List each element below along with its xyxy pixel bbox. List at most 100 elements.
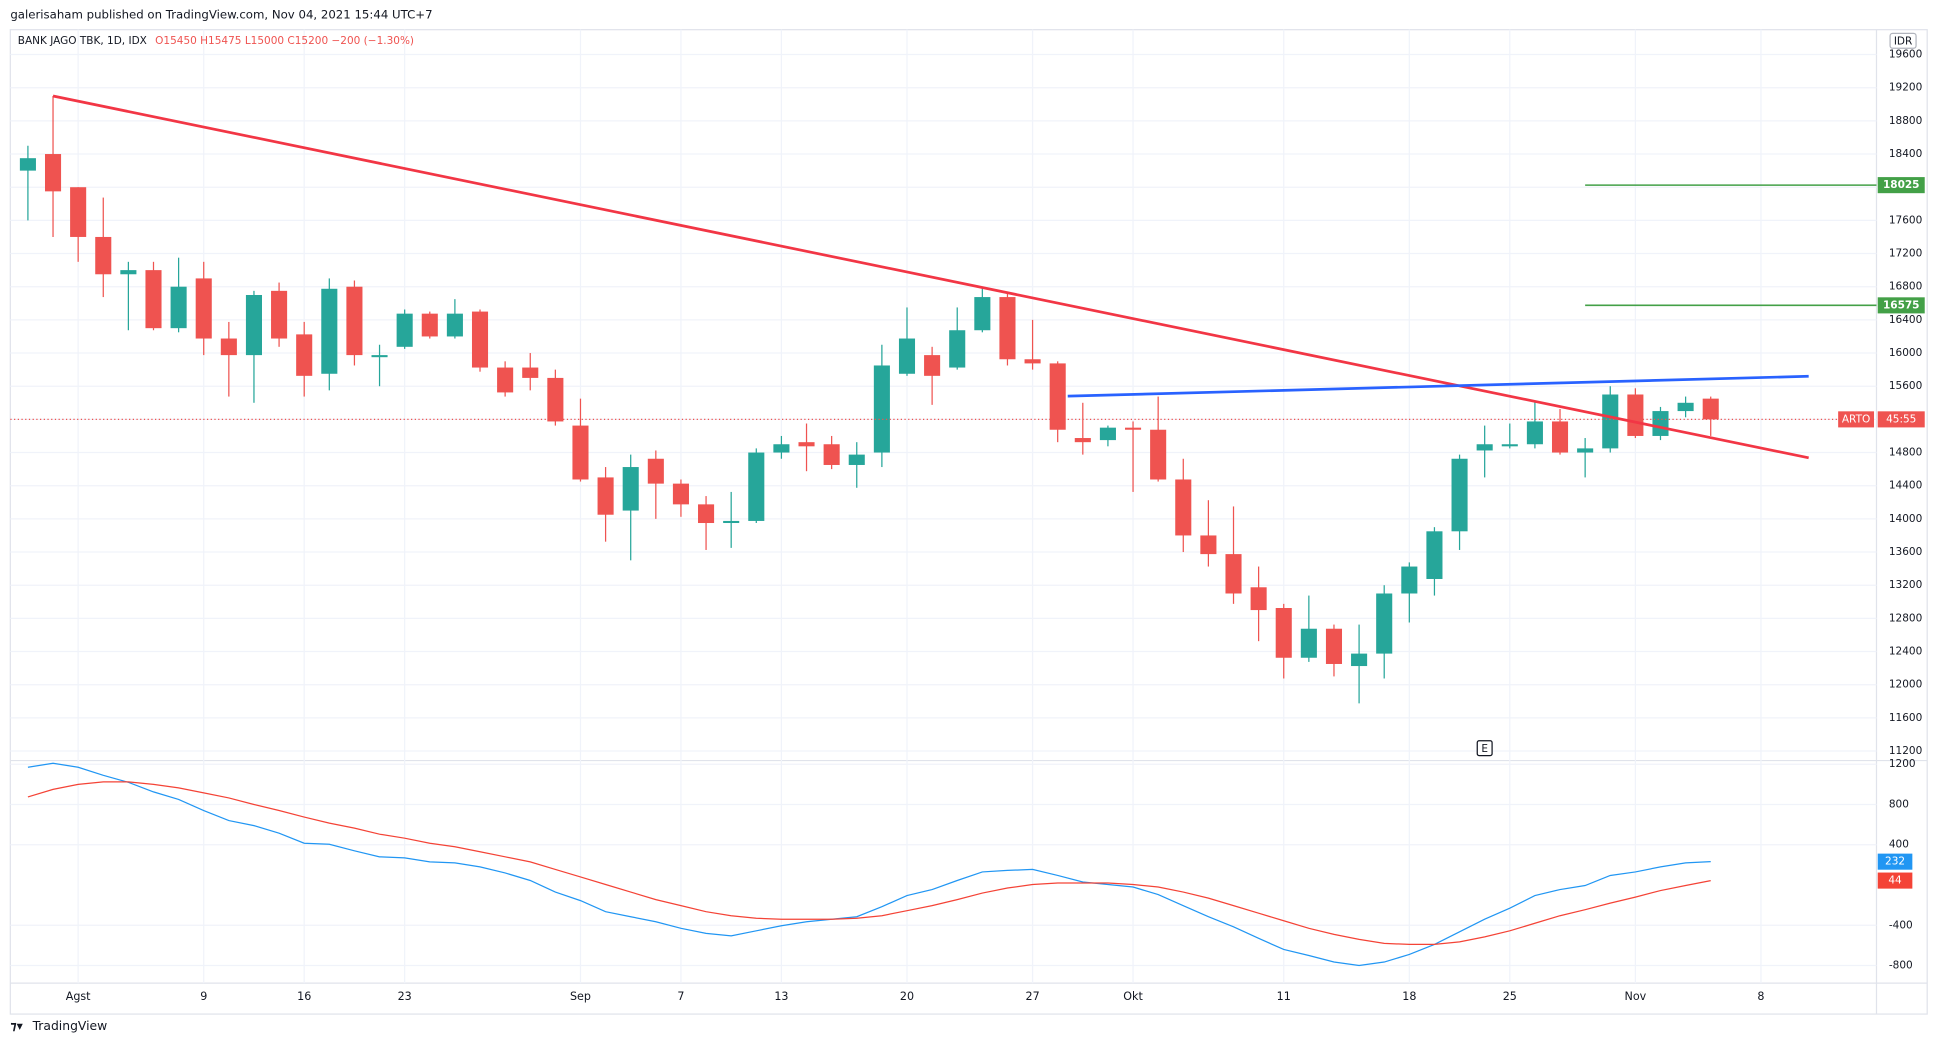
candle-body (1150, 429, 1167, 480)
y-tick-label: 16000 (1889, 347, 1922, 359)
candle-body (698, 504, 715, 524)
logo-icon: ⁊▾ (10, 1019, 23, 1033)
candle-body (1049, 363, 1066, 430)
candle-body (497, 367, 514, 393)
candle-body (1024, 359, 1041, 364)
candle-body (1501, 444, 1518, 447)
candle-body (848, 454, 865, 465)
candle-body (647, 458, 664, 484)
y-tick-label: 15600 (1889, 380, 1922, 392)
candle-body (1702, 398, 1719, 420)
candle-body (1325, 628, 1343, 664)
candle-body (974, 297, 991, 331)
candle-body (95, 236, 112, 275)
x-tick-label: 18 (1402, 990, 1416, 1003)
chart-legend: BANK JAGO TBK, 1D, IDX O15450 H15475 L15… (18, 35, 414, 47)
y-tick-label: 12400 (1889, 646, 1922, 658)
y-tick-label: 17200 (1889, 248, 1922, 260)
event-label: E (1481, 743, 1488, 755)
indicator-label-box (1877, 853, 1913, 870)
candle-body (522, 367, 539, 378)
symbol-tag: ARTO (1842, 413, 1870, 425)
y-tick-label: 12800 (1889, 612, 1922, 624)
candle-body (723, 520, 740, 524)
level-label: 16575 (1883, 299, 1920, 311)
candle-body (1351, 653, 1368, 667)
legend-close: C15200 (287, 35, 328, 47)
candle-body (446, 313, 463, 337)
countdown-box (1877, 411, 1925, 428)
legend-change: −200 (−1.30%) (332, 35, 415, 47)
candle-body (1300, 628, 1317, 658)
candle-body (1426, 531, 1443, 579)
y-tick-label: 13600 (1889, 546, 1922, 558)
indicator-label-box (1877, 872, 1913, 889)
x-tick-label: 16 (297, 990, 311, 1003)
y-tick-label: 17600 (1889, 214, 1922, 226)
y-tick-label: 12000 (1889, 679, 1922, 691)
candle-body (296, 334, 313, 376)
candle-body (220, 338, 237, 356)
candle-body (597, 477, 614, 515)
trend-line (1067, 374, 1809, 398)
candle-body (572, 425, 589, 480)
y-tick-label: 1200 (1889, 758, 1916, 770)
candle-body (773, 444, 790, 453)
candle-body (1476, 444, 1493, 451)
event-marker (1476, 740, 1493, 757)
candle-body (1526, 421, 1543, 445)
trend-line (52, 94, 1809, 460)
y-tick-label: -400 (1889, 919, 1913, 931)
candle-body (798, 442, 815, 447)
candle-body (44, 154, 62, 192)
y-tick-label: 11200 (1889, 745, 1922, 757)
chart-frame (9, 29, 1928, 1015)
y-tick-label: 16400 (1889, 314, 1922, 326)
candle-body (622, 467, 639, 511)
candle-body (1125, 427, 1142, 430)
candle-body (396, 313, 413, 347)
currency[interactable]: IDR (1894, 35, 1912, 47)
y-tick-label: 14400 (1889, 480, 1922, 492)
y-tick-label: 16800 (1889, 281, 1922, 293)
candle-body (873, 365, 890, 453)
candle-body (1577, 448, 1594, 453)
candle-body (1250, 587, 1267, 611)
candle-body (1401, 566, 1418, 594)
candle-body (1376, 593, 1393, 654)
candle-body (748, 452, 765, 521)
indicator-label: 44 (1888, 875, 1902, 887)
y-tick-label: 14800 (1889, 447, 1922, 459)
logo: ⁊▾ TradingView (10, 1019, 107, 1033)
axes: Agst 9 16 23 Sep 7 13 20 27 Okt 11 18 25 Nov 8 11200 116… (66, 49, 1925, 1003)
level-label-box (1877, 297, 1925, 314)
legend-open: O15450 (155, 35, 197, 47)
candle-body (195, 278, 212, 339)
candle-body (471, 311, 489, 368)
candle-body (1099, 427, 1116, 441)
publish-note: galerisaham published on TradingView.com… (10, 7, 432, 21)
indicator-line (27, 781, 1711, 946)
x-tick-label: 11 (1277, 990, 1291, 1003)
x-tick-label: 23 (398, 990, 412, 1003)
level-label: 18025 (1883, 179, 1920, 191)
candle-body (1175, 479, 1192, 536)
y-tick-label: 19600 (1889, 49, 1922, 61)
grid (10, 29, 1877, 984)
y-tick-label: -800 (1889, 960, 1913, 972)
candle-body (1602, 394, 1619, 449)
x-tick-label: Nov (1625, 990, 1647, 1003)
x-tick-label: 9 (200, 990, 207, 1003)
x-tick-label: 27 (1025, 990, 1039, 1003)
x-tick-label: 13 (774, 990, 788, 1003)
candle-body (271, 290, 288, 339)
y-tick-label: 14000 (1889, 513, 1922, 525)
currency-box[interactable] (1889, 32, 1917, 49)
candle-body (999, 297, 1016, 360)
candle-body (823, 444, 840, 465)
y-tick-label: 13200 (1889, 579, 1922, 591)
candle-body (1677, 402, 1694, 412)
y-tick-label: 18400 (1889, 148, 1922, 160)
